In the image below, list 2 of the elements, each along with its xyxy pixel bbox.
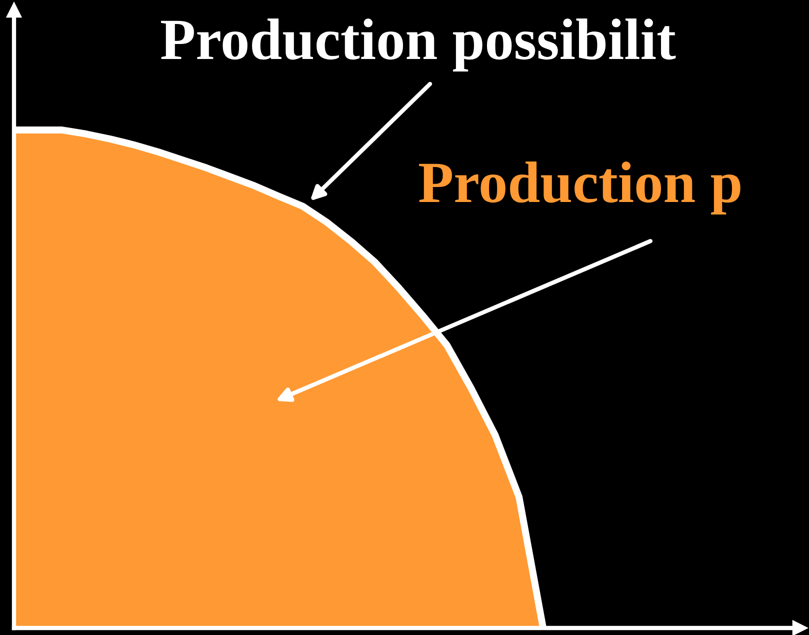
- annotation: Production p: [418, 162, 740, 214]
- text: Production possibilit: [160, 18, 676, 72]
